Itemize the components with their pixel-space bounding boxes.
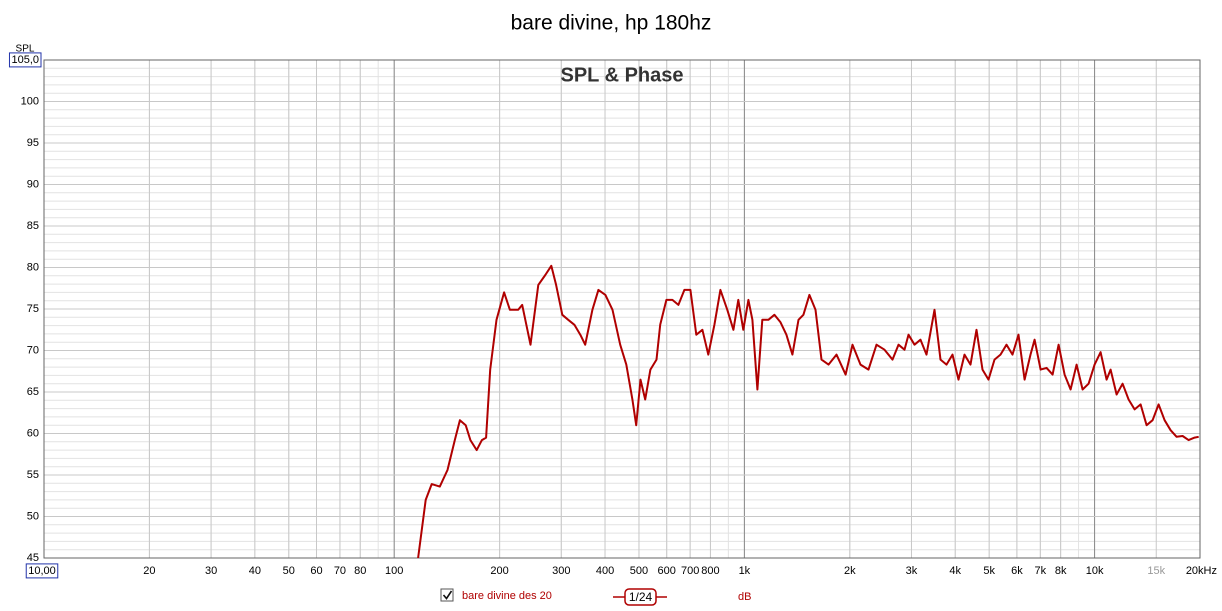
y-tick-label: 90 [27,178,39,190]
x-tick-label: 30 [205,565,217,577]
x-tick-label: 200 [490,565,508,577]
y-tick-label: 75 [27,303,39,315]
y-tick-label: 105,0 [11,54,39,66]
checkmark [442,590,453,600]
chart-title: bare divine, hp 180hz [511,12,712,35]
x-tick-label: 800 [701,565,719,577]
x-tick-label: 3k [906,565,918,577]
y-tick-label: 80 [27,261,39,273]
smoothing-box[interactable] [624,588,657,606]
y-tick-label: 50 [27,510,39,522]
y-tick-label: 60 [27,427,39,439]
grid [44,60,1200,559]
y-tick-label: 45 [27,552,39,564]
x-tick-label: 700 [681,565,699,577]
x-tick-label: 20kHz [1186,565,1217,577]
y-tick-label: 100 [21,95,39,107]
x-tick-label: 4k [949,565,961,577]
plot-frame [43,59,1201,559]
legend-entry[interactable]: bare divine des 20 [462,590,552,602]
x-tick-label: 10,00 [28,565,56,577]
x-tick-label: 100 [385,565,403,577]
x-tick-label: 70 [334,565,346,577]
x-tick-label: 500 [630,565,648,577]
x-tick-label: 6k [1011,565,1023,577]
y-tick-label: 95 [27,137,39,149]
y-tick-label: 70 [27,344,39,356]
x-limit-box [25,563,59,579]
x-tick-label: 40 [249,565,261,577]
x-tick-label: 8k [1055,565,1067,577]
y-tick-label: 55 [27,469,39,481]
y-tick-label: 65 [27,386,39,398]
x-tick-label: 10k [1086,565,1104,577]
smoothing-label: 1/24 [629,590,653,604]
y-tick-label: 85 [27,220,39,232]
x-tick-label: 300 [552,565,570,577]
x-tick-label: 50 [283,565,295,577]
legend-checkbox[interactable] [440,588,454,602]
x-tick-label: 5k [983,565,995,577]
y-limit-box [8,52,42,68]
x-tick-label: 20 [143,565,155,577]
x-tick-label: 600 [658,565,676,577]
series-line [417,264,1199,558]
chart-subtitle: SPL & Phase [560,64,683,86]
x-tick-label: 60 [310,565,322,577]
y-axis-label: SPL [16,44,35,55]
x-tick-label: 7k [1035,565,1047,577]
x-tick-label: 15k [1147,565,1165,577]
x-tick-label: 2k [844,565,856,577]
unit-label: dB [738,591,751,603]
x-tick-label: 80 [354,565,366,577]
x-tick-label: 1k [739,565,751,577]
x-tick-label: 400 [596,565,614,577]
